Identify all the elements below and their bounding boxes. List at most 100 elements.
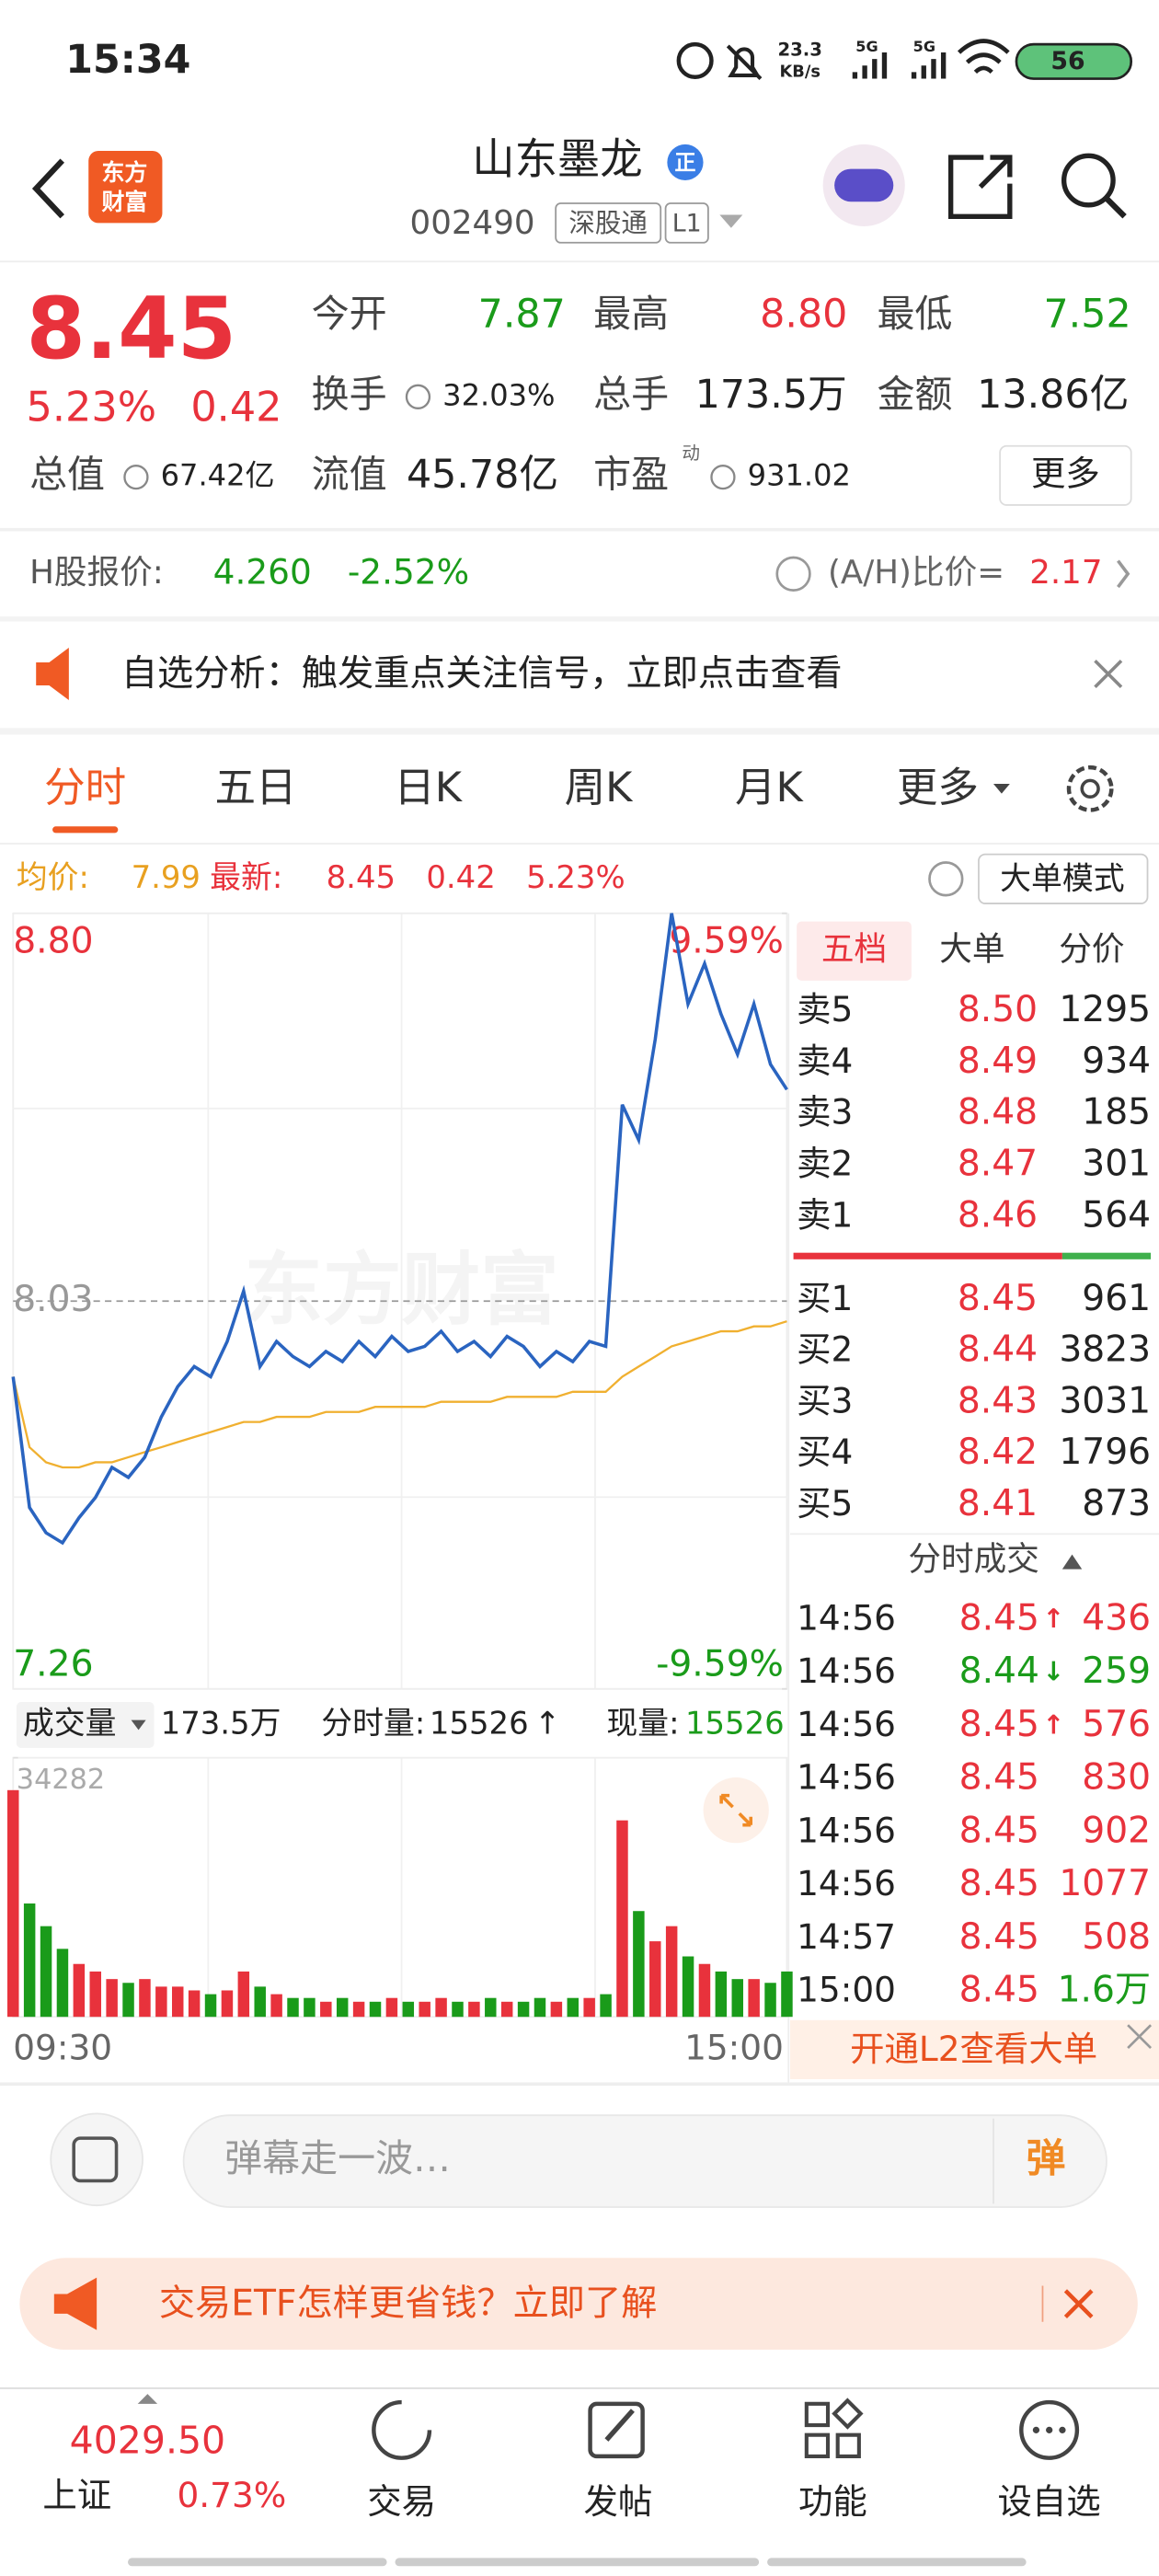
volume-label[interactable]: 成交量	[23, 1705, 117, 1741]
help-icon[interactable]	[928, 861, 964, 897]
volume-bar	[682, 1956, 694, 2018]
l2-banner-text[interactable]: 开通L2查看大单	[850, 2029, 1097, 2069]
close-button[interactable]	[1127, 2024, 1153, 2050]
nav-item[interactable]: 功能	[798, 2481, 867, 2522]
stat-value: 7.52	[1043, 291, 1130, 337]
wifi-icon	[957, 39, 1010, 75]
book-volume: 301	[1082, 1144, 1151, 1185]
book-volume: 3031	[1059, 1380, 1151, 1421]
danmaku-settings[interactable]	[50, 2112, 143, 2207]
volume-bar	[633, 1911, 645, 2018]
search-button[interactable]	[1061, 153, 1116, 208]
volume-bar	[89, 1971, 101, 2018]
info-icon[interactable]	[123, 465, 149, 490]
volume-bar	[336, 1997, 349, 2018]
close-button[interactable]	[1094, 660, 1123, 689]
mute-icon	[726, 44, 763, 80]
book-price: 8.48	[958, 1092, 1038, 1133]
comment-input[interactable]	[182, 2114, 1107, 2208]
volume-bar	[287, 1997, 299, 2018]
avg-price: 7.99	[132, 859, 201, 895]
volume-bar	[237, 1971, 250, 2018]
chart-tab[interactable]: 月K	[735, 764, 805, 811]
post-icon[interactable]	[588, 2401, 645, 2459]
y-tick-label: 8.80	[13, 920, 93, 961]
nav-item[interactable]: 交易	[367, 2481, 436, 2522]
settings-core	[1080, 778, 1100, 799]
volume-bar	[731, 1979, 743, 2018]
info-icon[interactable]	[405, 384, 431, 409]
h-share-change: -2.52%	[348, 551, 469, 592]
stat-label: 金额	[877, 372, 952, 416]
chevron[interactable]	[1117, 559, 1130, 589]
volume-bar	[698, 1963, 711, 2018]
stat-label: 今开	[312, 292, 387, 336]
back-button[interactable]	[31, 158, 64, 219]
watchlist-icon[interactable]	[1019, 2399, 1080, 2460]
trades-title: 分时成交	[908, 1541, 1039, 1579]
book-volume: 564	[1082, 1194, 1151, 1236]
volume-bar	[188, 1990, 201, 2018]
latest-change: 0.42	[426, 859, 495, 895]
book-label: 买2	[797, 1329, 853, 1370]
mode-button-text[interactable]: 大单模式	[1000, 861, 1124, 897]
book-price: 8.49	[958, 1041, 1038, 1082]
home-indicator	[395, 2558, 760, 2567]
settings-button[interactable]	[1066, 765, 1114, 812]
y-tick-label: 7.26	[13, 1643, 93, 1685]
x-tick-label: 15:00	[684, 2027, 784, 2067]
danmaku-button[interactable]: 弹	[1027, 2136, 1066, 2182]
bid-strength	[1061, 1252, 1152, 1259]
comment-placeholder[interactable]: 弹幕走一波…	[224, 2136, 451, 2180]
chart-tab[interactable]: 分时	[44, 764, 126, 811]
mode-button[interactable]	[978, 853, 1149, 904]
expand-icon[interactable]	[137, 2394, 158, 2404]
home-indicator	[128, 2558, 387, 2567]
close-button[interactable]	[1063, 2289, 1094, 2318]
book-volume: 3823	[1059, 1329, 1151, 1371]
info-icon[interactable]	[710, 465, 736, 490]
help-icon[interactable]	[775, 556, 811, 592]
period-arrow: ↑	[534, 1705, 560, 1741]
book-price: 8.41	[958, 1483, 1038, 1524]
ad-text[interactable]: 交易ETF怎样更省钱？立即了解	[159, 2283, 657, 2324]
expand-button[interactable]	[703, 1777, 769, 1844]
alert-text[interactable]: 自选分析：触发重点关注信号，立即点击查看	[121, 653, 843, 695]
nav-item[interactable]: 设自选	[997, 2481, 1100, 2522]
trade-icon[interactable]	[372, 2399, 432, 2460]
volume-selector[interactable]	[16, 1702, 155, 1748]
chart-tab[interactable]: 更多	[897, 764, 979, 811]
volume-bar	[500, 2001, 513, 2018]
home-indicator	[767, 2558, 1027, 2567]
book-tab[interactable]: 五档	[821, 931, 887, 969]
chart-tab[interactable]: 周K	[565, 764, 635, 811]
l2-banner[interactable]	[790, 2019, 1159, 2079]
volume-bar	[221, 1990, 234, 2018]
chart-tab[interactable]: 五日	[214, 764, 296, 811]
book-tab[interactable]: 大单	[939, 931, 1004, 969]
trade-price: 8.45	[959, 1916, 1039, 1958]
function-icon[interactable]	[804, 2398, 864, 2458]
dropdown-icon[interactable]	[719, 214, 743, 228]
nav-item[interactable]: 发帖	[583, 2481, 652, 2522]
divider	[0, 843, 1159, 845]
net-speed: 23.3	[778, 40, 822, 61]
clock: 15:34	[65, 37, 190, 83]
volume-bar	[550, 2001, 563, 2018]
stat-label: 最高	[593, 292, 669, 336]
network-type: 5G	[855, 38, 878, 55]
more-button-text[interactable]: 更多	[1031, 453, 1100, 493]
volume-bar	[781, 1971, 793, 2018]
more-button[interactable]	[999, 444, 1132, 506]
book-price: 8.47	[958, 1144, 1038, 1185]
chart-tab[interactable]: 日K	[394, 764, 464, 811]
book-label: 卖2	[797, 1144, 853, 1184]
share-button[interactable]	[947, 155, 1013, 219]
ad-banner[interactable]	[19, 2258, 1138, 2351]
book-price: 8.50	[958, 989, 1038, 1030]
stat-label: 换手	[312, 372, 387, 416]
trade-volume: 830	[1082, 1757, 1151, 1799]
stat-value: 8.80	[760, 291, 847, 337]
volume-bar	[402, 2001, 415, 2018]
book-tab[interactable]: 分价	[1059, 931, 1124, 969]
